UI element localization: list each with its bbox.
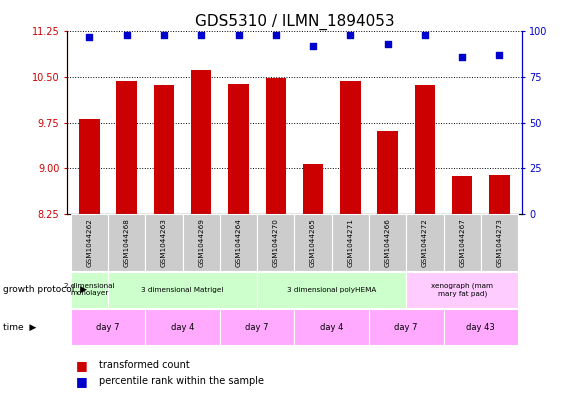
Point	[234, 32, 243, 38]
Bar	[340, 81, 360, 214]
Bar	[71, 214, 108, 271]
Bar	[265, 78, 286, 214]
Text: GSM1044266: GSM1044266	[385, 218, 391, 267]
Bar	[444, 214, 481, 271]
Text: GSM1044262: GSM1044262	[86, 218, 93, 267]
Text: GSM1044267: GSM1044267	[459, 218, 465, 267]
Text: GSM1044263: GSM1044263	[161, 218, 167, 267]
Bar	[406, 272, 518, 308]
Point	[308, 43, 318, 49]
Point	[196, 32, 206, 38]
Text: GSM1044270: GSM1044270	[273, 218, 279, 267]
Bar	[406, 214, 444, 271]
Text: 3 dimensional Matrigel: 3 dimensional Matrigel	[142, 287, 224, 293]
Bar	[154, 85, 174, 214]
Bar	[332, 214, 369, 271]
Text: 3 dimensional polyHEMA: 3 dimensional polyHEMA	[287, 287, 377, 293]
Bar	[294, 309, 369, 345]
Text: GSM1044272: GSM1044272	[422, 218, 428, 267]
Bar	[377, 131, 398, 214]
Text: percentile rank within the sample: percentile rank within the sample	[99, 376, 264, 386]
Bar	[117, 81, 137, 214]
Bar	[71, 272, 108, 308]
Point	[122, 32, 131, 38]
Bar	[191, 70, 212, 214]
Title: GDS5310 / ILMN_1894053: GDS5310 / ILMN_1894053	[195, 14, 394, 30]
Text: 2 dimensional
monolayer: 2 dimensional monolayer	[64, 283, 115, 296]
Bar	[489, 174, 510, 214]
Text: day 7: day 7	[395, 323, 418, 332]
Bar	[220, 214, 257, 271]
Point	[495, 52, 504, 58]
Text: ■: ■	[76, 359, 87, 372]
Bar	[369, 214, 406, 271]
Bar	[294, 214, 332, 271]
Bar	[229, 84, 249, 214]
Bar	[79, 119, 100, 214]
Text: GSM1044268: GSM1044268	[124, 218, 129, 267]
Bar	[145, 309, 220, 345]
Text: time  ▶: time ▶	[3, 323, 36, 332]
Text: GSM1044265: GSM1044265	[310, 218, 316, 267]
Point	[85, 34, 94, 40]
Bar	[444, 309, 518, 345]
Point	[458, 54, 467, 60]
Bar	[145, 214, 182, 271]
Point	[271, 32, 280, 38]
Bar	[257, 272, 406, 308]
Bar	[257, 214, 294, 271]
Text: day 4: day 4	[171, 323, 194, 332]
Bar	[108, 214, 145, 271]
Text: GSM1044271: GSM1044271	[347, 218, 353, 267]
Bar	[108, 272, 257, 308]
Point	[346, 32, 355, 38]
Bar	[369, 309, 444, 345]
Point	[420, 32, 430, 38]
Point	[159, 32, 168, 38]
Text: day 7: day 7	[96, 323, 120, 332]
Bar	[71, 309, 145, 345]
Bar	[220, 309, 294, 345]
Text: day 7: day 7	[245, 323, 269, 332]
Text: ■: ■	[76, 375, 87, 388]
Bar	[452, 176, 472, 214]
Text: day 4: day 4	[320, 323, 343, 332]
Text: growth protocol  ▶: growth protocol ▶	[3, 285, 87, 294]
Text: xenograph (mam
mary fat pad): xenograph (mam mary fat pad)	[431, 283, 493, 297]
Bar	[182, 214, 220, 271]
Text: GSM1044269: GSM1044269	[198, 218, 204, 267]
Bar	[303, 163, 324, 214]
Text: GSM1044273: GSM1044273	[496, 218, 503, 267]
Point	[383, 41, 392, 48]
Text: transformed count: transformed count	[99, 360, 190, 371]
Bar	[481, 214, 518, 271]
Bar	[415, 85, 435, 214]
Text: day 43: day 43	[466, 323, 495, 332]
Text: GSM1044264: GSM1044264	[236, 218, 241, 267]
